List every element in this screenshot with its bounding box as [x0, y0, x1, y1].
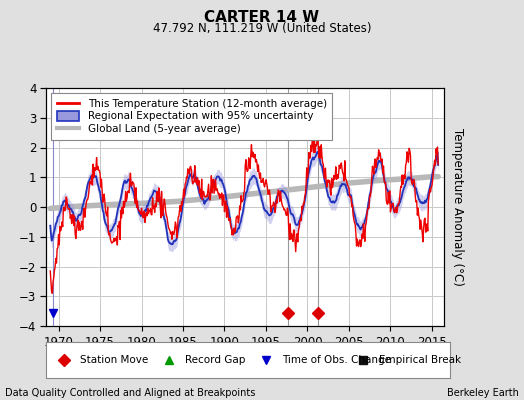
Text: Station Move: Station Move [80, 355, 149, 365]
Text: Empirical Break: Empirical Break [379, 355, 461, 365]
Text: CARTER 14 W: CARTER 14 W [204, 10, 320, 25]
Legend: This Temperature Station (12-month average), Regional Expectation with 95% uncer: This Temperature Station (12-month avera… [51, 93, 332, 140]
Text: Berkeley Earth: Berkeley Earth [447, 388, 519, 398]
Text: Record Gap: Record Gap [185, 355, 246, 365]
Text: Data Quality Controlled and Aligned at Breakpoints: Data Quality Controlled and Aligned at B… [5, 388, 256, 398]
Text: Time of Obs. Change: Time of Obs. Change [282, 355, 391, 365]
Y-axis label: Temperature Anomaly (°C): Temperature Anomaly (°C) [451, 128, 464, 286]
Text: 47.792 N, 111.219 W (United States): 47.792 N, 111.219 W (United States) [153, 22, 371, 35]
